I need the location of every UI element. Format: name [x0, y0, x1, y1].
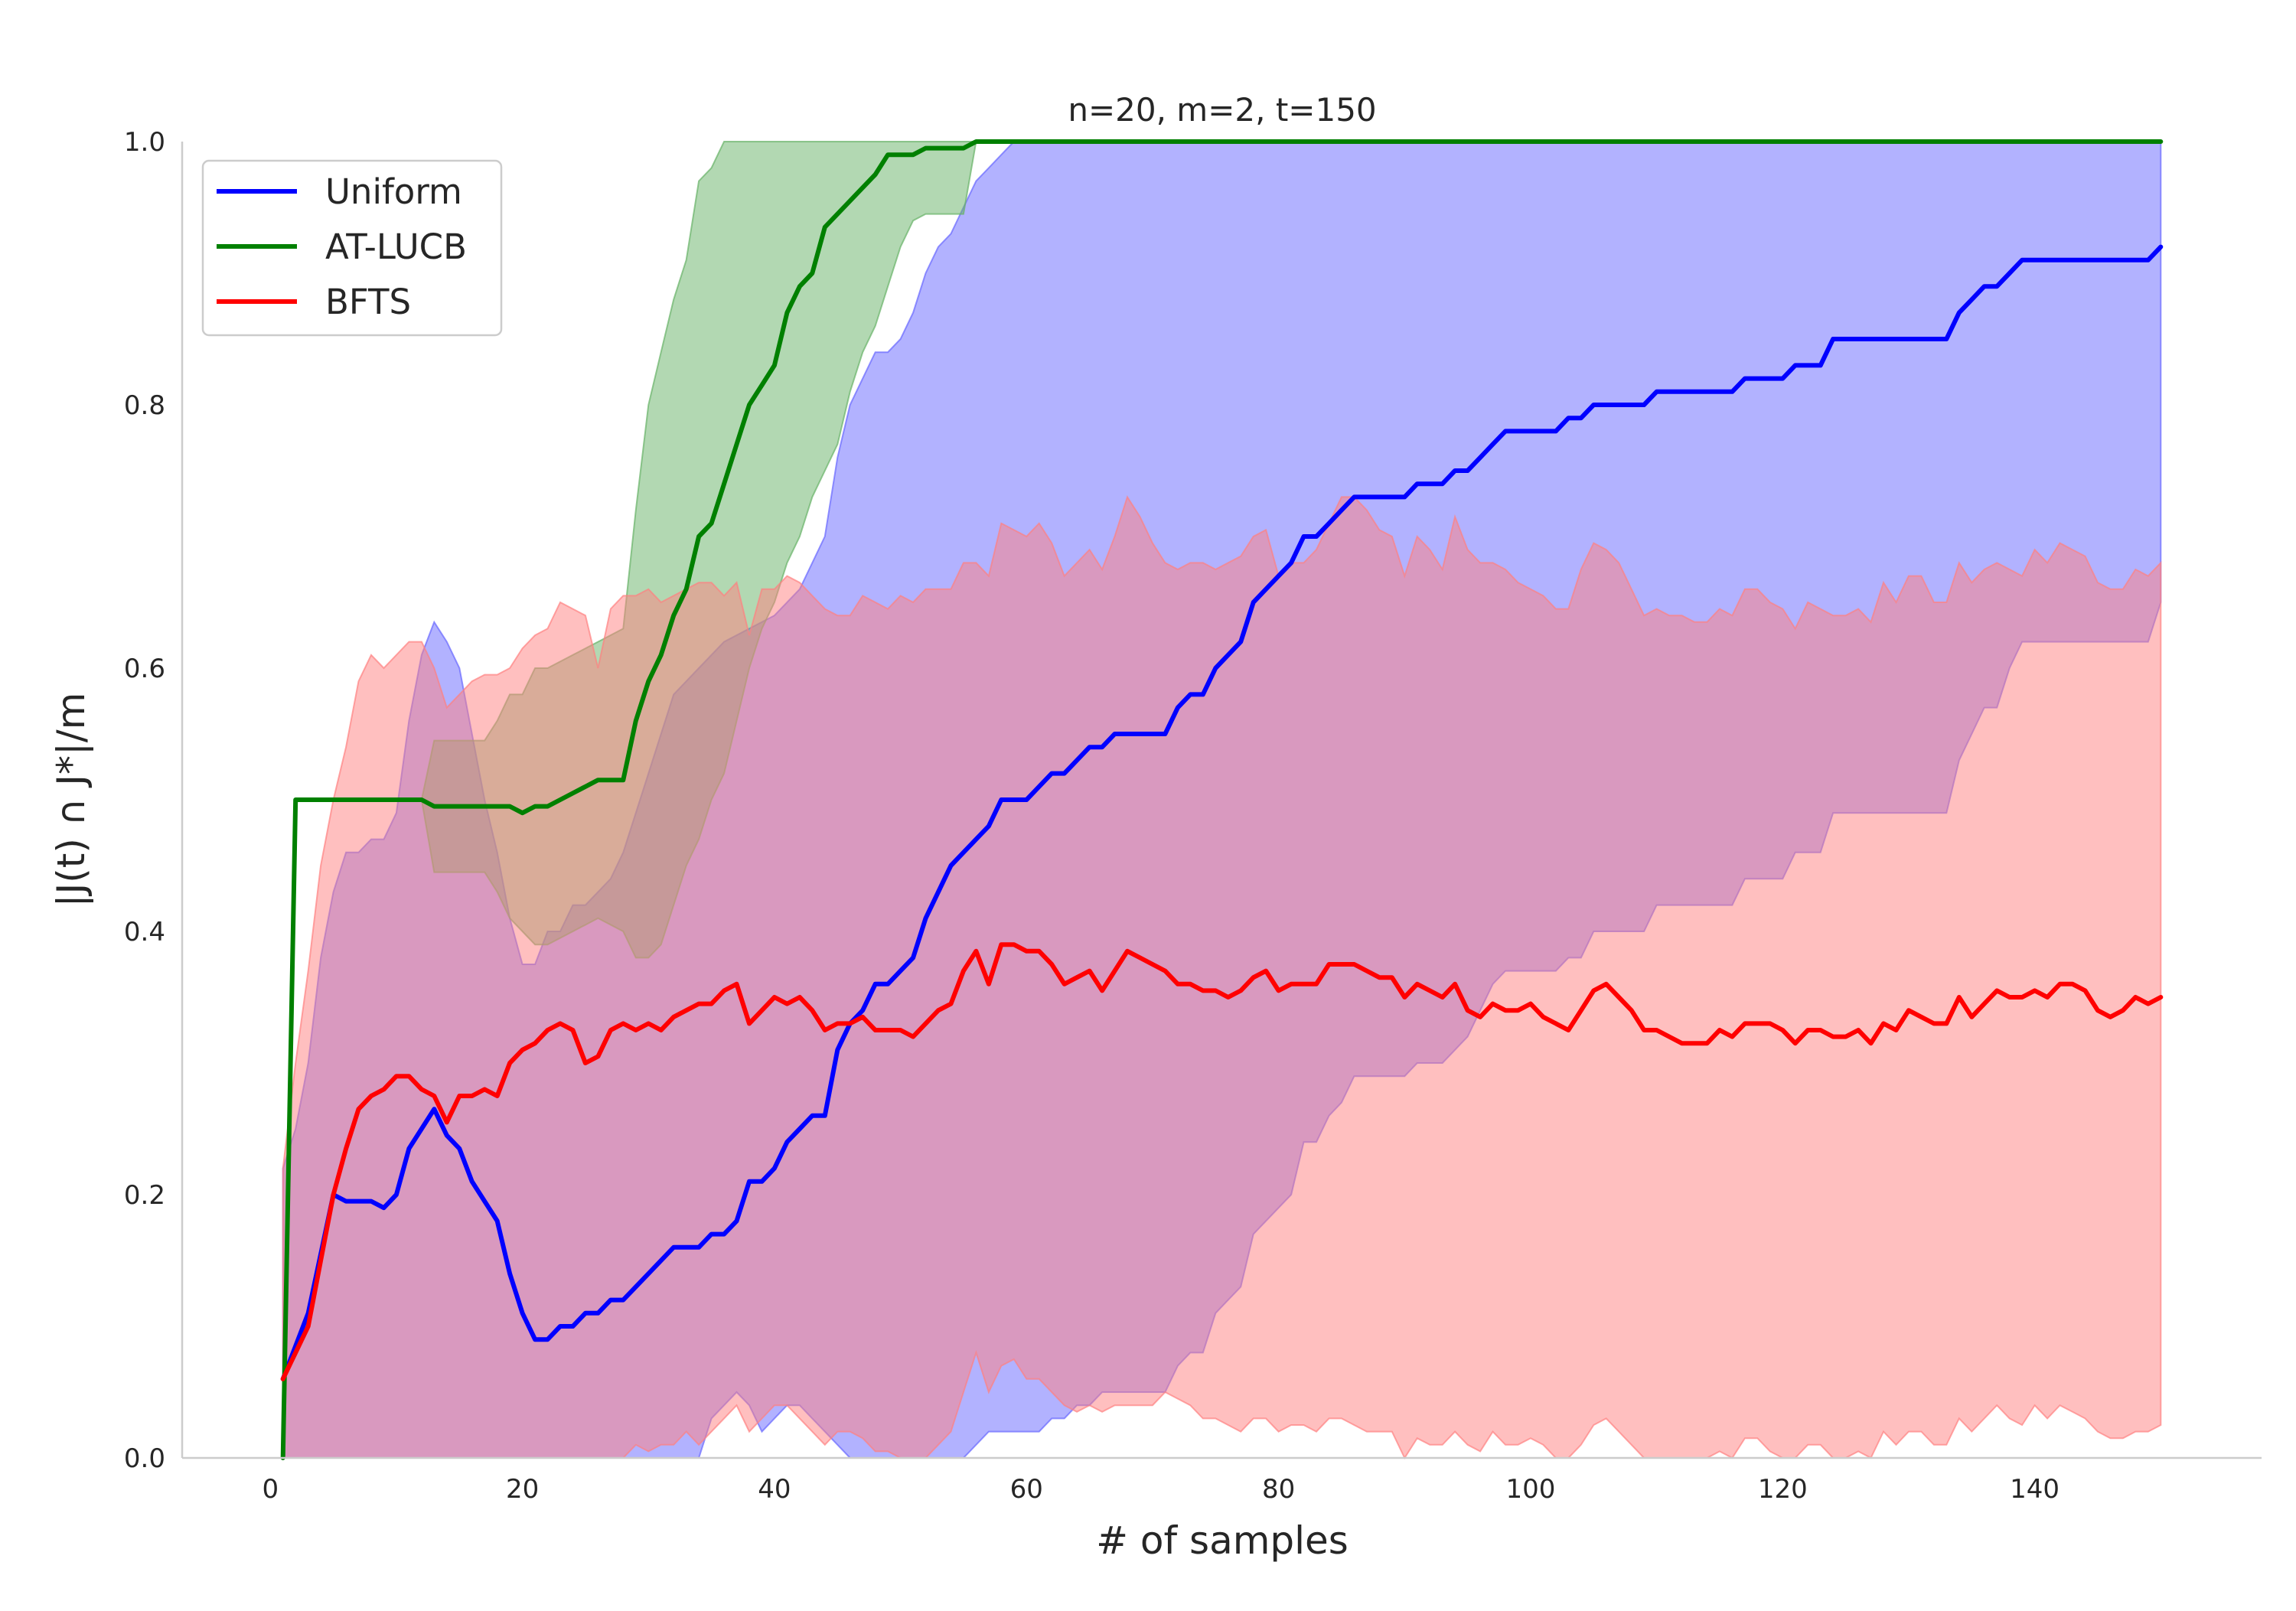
y-tick-label: 0.6	[124, 654, 165, 684]
axes: 0 20 40 60 80 100 120 140 0.0 0.2 0.4 0.6 0.8 1.0	[124, 127, 2262, 1505]
y-tick-label: 0.0	[124, 1443, 165, 1474]
legend-items: Uniform AT-LUCB BFTS	[217, 171, 467, 322]
y-axis-label: |J(t) ∩ J*|/m	[49, 693, 93, 908]
y-tick-labels: 0.0 0.2 0.4 0.6 0.8 1.0	[124, 127, 165, 1474]
y-tick-label: 0.4	[124, 917, 165, 947]
x-tick-label: 120	[1758, 1474, 1808, 1505]
legend: Uniform AT-LUCB BFTS	[201, 159, 503, 337]
x-tick-label: 20	[506, 1474, 539, 1505]
legend-label-uniform: Uniform	[325, 171, 462, 212]
legend-frame	[201, 159, 503, 337]
y-tick-label: 1.0	[124, 127, 165, 158]
chart-title: n=20, m=2, t=150	[1068, 91, 1376, 129]
x-tick-labels: 0 20 40 60 80 100 120 140	[262, 1474, 2060, 1505]
x-tick-label: 140	[2010, 1474, 2060, 1505]
x-tick-label: 0	[262, 1474, 279, 1505]
series-line-bfts	[280, 942, 2164, 1381]
x-tick-label: 60	[1010, 1474, 1043, 1505]
y-tick-label: 0.8	[124, 390, 165, 421]
band-bfts	[282, 495, 2162, 1460]
series-line-uniform	[280, 244, 2164, 1381]
legend-label-at-lucb: AT-LUCB	[325, 227, 467, 267]
legend-label-bfts: BFTS	[325, 282, 411, 322]
series-lines	[280, 139, 2164, 1460]
x-tick-label: 80	[1262, 1474, 1295, 1505]
x-tick-label: 40	[758, 1474, 791, 1505]
confidence-bands	[282, 141, 2162, 1460]
series-line-at-lucb	[280, 139, 2164, 1460]
x-tick-label: 100	[1505, 1474, 1555, 1505]
y-tick-label: 0.2	[124, 1180, 165, 1211]
x-axis-label: # of samples	[1096, 1518, 1349, 1563]
